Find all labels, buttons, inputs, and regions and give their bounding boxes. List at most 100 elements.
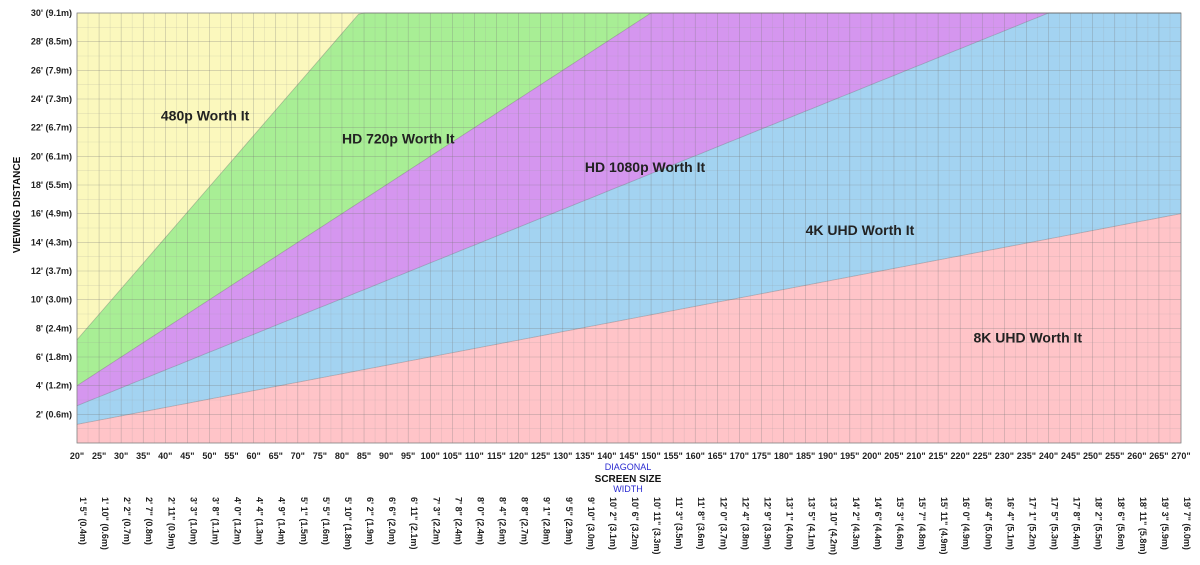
x-tick-label: 155" (664, 451, 683, 461)
width-tick-label: 6' 11" (2.1m) (409, 497, 419, 549)
x-tick-label: 40" (158, 451, 172, 461)
x-tick-label: 210" (906, 451, 925, 461)
x-tick-label: 260" (1127, 451, 1146, 461)
width-tick-label: 17' 5" (5.3m) (1050, 497, 1060, 550)
x-tick-label: 240" (1039, 451, 1058, 461)
region-label: HD 720p Worth It (342, 130, 455, 146)
y-tick-label: 28' (8.5m) (31, 37, 72, 47)
region-4k-uhd-worth-it (77, 13, 1181, 425)
region-8k-uhd-worth-it (77, 213, 1181, 443)
width-tick-label: 6' 6" (2.0m) (387, 497, 397, 545)
x-tick-label: 75" (313, 451, 327, 461)
region-label: 480p Worth It (161, 108, 250, 124)
x-tick-label: 145" (619, 451, 638, 461)
x-tick-label: 195" (840, 451, 859, 461)
width-tick-label: 16' 4" (5.1m) (1005, 497, 1015, 550)
width-tick-label: 15' 3" (4.6m) (895, 497, 905, 550)
y-tick-label: 18' (5.5m) (31, 180, 72, 190)
x-tick-label: 255" (1105, 451, 1124, 461)
x-tick-label: 125" (531, 451, 550, 461)
width-tick-label: 17' 8" (5.4m) (1072, 497, 1082, 550)
boundary-line (76, 12, 1181, 407)
width-tick-label: 3' 8" (1.1m) (210, 497, 220, 545)
width-tick-label: 5' 5" (1.6m) (321, 497, 331, 545)
y-tick-label: 8' (2.4m) (36, 323, 72, 333)
x-axis-diagonal-ticks: 20" 25" 30" 35" 40" 45" 50" 55" 60" 65" 70" 75" 80" 8… (70, 451, 1191, 461)
y-axis-ticks: 2' (0.6m) 4' (1.2m) 6' (1.8m) 8' (2.4m) 10' … (31, 8, 72, 419)
region-480p-worth-it (77, 13, 1181, 340)
x-tick-label: 135" (575, 451, 594, 461)
x-tick-label: 35" (136, 451, 150, 461)
y-tick-label: 2' (0.6m) (36, 409, 72, 419)
width-tick-label: 13' 1" (4.0m) (785, 497, 795, 550)
x-tick-label: 170" (730, 451, 749, 461)
width-tick-label: 3' 3" (1.0m) (188, 497, 198, 545)
plot-border (76, 12, 1182, 444)
x-tick-label: 250" (1083, 451, 1102, 461)
width-tick-label: 2' 2" (0.7m) (122, 497, 132, 545)
width-tick-label: 19' 3" (5.9m) (1160, 497, 1170, 550)
x-tick-label: 115" (487, 451, 506, 461)
x-tick-label: 110" (465, 451, 484, 461)
y-tick-label: 24' (7.3m) (31, 94, 72, 104)
x-tick-label: 245" (1061, 451, 1080, 461)
x-axis-title: SCREEN SIZE (595, 474, 662, 485)
width-tick-label: 2' 7" (0.8m) (144, 497, 154, 545)
width-tick-label: 5' 10" (1.8m) (343, 497, 353, 550)
x-axis-width-ticks: 1' 5" (0.4m) 1' 10" (0.6m) 2' 2" (0.7m) 2' … (78, 497, 1192, 555)
width-tick-label: 8' 0" (2.4m) (475, 497, 485, 545)
x-tick-label: 55" (224, 451, 238, 461)
region-labels: 480p Worth It HD 720p Worth It HD 1080p Wo… (161, 108, 1083, 346)
boundary-line (76, 12, 1181, 387)
width-tick-label: 16' 4" (5.0m) (983, 497, 993, 550)
x-tick-label: 230" (995, 451, 1014, 461)
x-tick-label: 45" (180, 451, 194, 461)
x-axis-width-label: WIDTH (613, 484, 643, 494)
width-tick-label: 7' 3" (2.2m) (431, 497, 441, 545)
width-tick-label: 9' 10" (3.0m) (586, 497, 596, 550)
x-tick-label: 120" (509, 451, 528, 461)
x-tick-label: 180" (774, 451, 793, 461)
x-tick-label: 225" (973, 451, 992, 461)
width-tick-label: 2' 11" (0.9m) (166, 497, 176, 549)
x-tick-label: 160" (686, 451, 705, 461)
y-tick-label: 26' (7.9m) (31, 65, 72, 75)
boundary-line (76, 213, 1182, 425)
width-tick-label: 4' 4" (1.3m) (255, 497, 265, 545)
x-tick-label: 105" (443, 451, 462, 461)
width-tick-label: 1' 10" (0.6m) (100, 497, 110, 550)
x-tick-label: 60" (246, 451, 260, 461)
y-tick-label: 16' (4.9m) (31, 209, 72, 219)
x-tick-label: 215" (928, 451, 947, 461)
width-tick-label: 14' 6" (4.4m) (873, 497, 883, 550)
x-tick-label: 270" (1171, 451, 1190, 461)
width-tick-label: 10' 11" (3.3m) (652, 497, 662, 554)
grid-layer (76, 12, 1182, 444)
y-tick-label: 12' (3.7m) (31, 266, 72, 276)
x-tick-label: 130" (553, 451, 572, 461)
x-tick-label: 185" (796, 451, 815, 461)
y-tick-label: 6' (1.8m) (36, 352, 72, 362)
boundary-line (76, 12, 1181, 341)
width-tick-label: 4' 9" (1.4m) (277, 497, 287, 545)
x-tick-label: 220" (951, 451, 970, 461)
region-label: 8K UHD Worth It (973, 330, 1082, 346)
width-tick-label: 8' 8" (2.7m) (520, 497, 530, 545)
region-label: HD 1080p Worth It (585, 159, 706, 175)
x-tick-label: 200" (862, 451, 881, 461)
region-hd-1080p-worth-it (77, 13, 1181, 406)
width-tick-label: 13' 5" (4.1m) (807, 497, 817, 550)
width-tick-label: 14' 2" (4.3m) (851, 497, 861, 550)
y-tick-label: 22' (6.7m) (31, 123, 72, 133)
width-tick-label: 11' 3" (3.5m) (674, 497, 684, 549)
width-tick-label: 12' 9" (3.9m) (762, 497, 772, 550)
x-tick-label: 100" (421, 451, 440, 461)
x-tick-label: 140" (597, 451, 616, 461)
width-tick-label: 4' 0" (1.2m) (233, 497, 243, 545)
regions-layer (77, 13, 1181, 443)
x-tick-label: 205" (884, 451, 903, 461)
width-tick-label: 6' 2" (1.9m) (365, 497, 375, 545)
x-tick-label: 85" (357, 451, 371, 461)
y-tick-label: 14' (4.3m) (31, 237, 72, 247)
